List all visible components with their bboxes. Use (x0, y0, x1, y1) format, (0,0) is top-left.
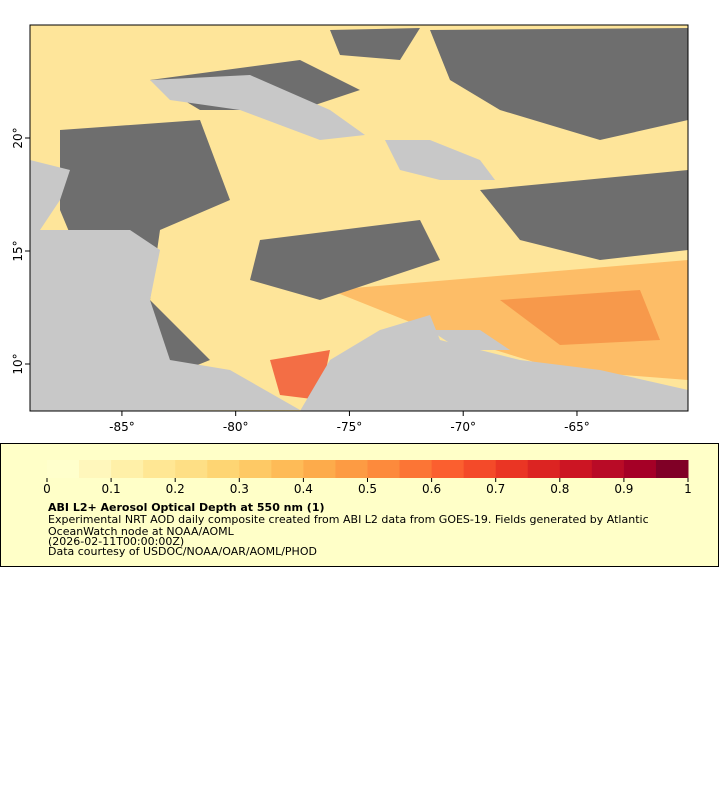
colorbar-swatch (335, 460, 368, 478)
colorbar-swatch (463, 460, 497, 478)
colorbar-swatch (239, 460, 272, 478)
legend-line: (2026-02-11T00:00:00Z) (48, 535, 184, 548)
colorbar-swatch (79, 460, 112, 478)
legend-line: Experimental NRT AOD daily composite cre… (48, 513, 649, 526)
colorbar-swatch (655, 460, 689, 478)
colorbar-swatch (367, 460, 401, 478)
cloud (430, 28, 688, 140)
colorbar-swatch (143, 460, 176, 478)
x-tick-label: -75° (337, 420, 363, 434)
colorbar-tick-label: 0.8 (550, 482, 569, 496)
cloud (330, 28, 420, 60)
land-cuba (150, 75, 365, 140)
colorbar-tick-label: 0.3 (230, 482, 249, 496)
land-hispaniola (385, 140, 495, 180)
legend-title: ABI L2+ Aerosol Optical Depth at 550 nm … (48, 501, 325, 514)
colorbar-tick-label: 0.1 (102, 482, 121, 496)
aod-high (330, 260, 688, 380)
map-image (30, 25, 688, 411)
cloud (480, 170, 688, 260)
colorbar-swatch (271, 460, 304, 478)
colorbar-tick-label: 0.9 (614, 482, 633, 496)
legend-line: OceanWatch node at NOAA/AOML (48, 525, 235, 538)
colorbar-tick-label: 0.7 (486, 482, 505, 496)
colorbar-swatch (559, 460, 593, 478)
colorbar-swatch (175, 460, 208, 478)
x-tick-label: -70° (450, 420, 476, 434)
colorbar-swatch (47, 460, 80, 478)
colorbar: 0 0.1 0.2 0.3 0.4 0.5 0.6 0.7 0.8 0.9 1 (43, 460, 692, 496)
colorbar-swatch (399, 460, 433, 478)
axes: -85° -80° -75° -70° -65° 10° 15° 20° (11, 127, 590, 434)
colorbar-tick-label: 0.4 (294, 482, 313, 496)
colorbar-tick-label: 0 (43, 482, 51, 496)
map-frame (29, 24, 689, 412)
x-tick-label: -85° (109, 420, 135, 434)
cloud (250, 220, 440, 300)
colorbar-tick-label: 1 (684, 482, 692, 496)
colorbar-tick-label: 0.2 (166, 482, 185, 496)
land-south-america (300, 315, 688, 411)
y-tick-label: 20° (11, 127, 25, 148)
land-venezuela-coast (430, 330, 510, 350)
y-tick-label: 15° (11, 240, 25, 261)
legend-line: Data courtesy of USDOC/NOAA/OAR/AOML/PHO… (48, 545, 317, 558)
colorbar-tick-label: 0.5 (358, 482, 377, 496)
colorbar-swatch (591, 460, 625, 478)
colorbar-swatch (303, 460, 336, 478)
colorbar-swatch (495, 460, 529, 478)
x-tick-label: -80° (223, 420, 249, 434)
colorbar-swatch (623, 460, 657, 478)
y-tick-label: 10° (11, 353, 25, 374)
land-central-america (30, 160, 300, 411)
colorbar-swatch (527, 460, 561, 478)
colorbar-swatch (431, 460, 465, 478)
x-tick-label: -65° (564, 420, 590, 434)
colorbar-swatch (111, 460, 144, 478)
aod-high (500, 290, 660, 345)
colorbar-tick-label: 0.6 (422, 482, 441, 496)
colorbar-swatch (207, 460, 240, 478)
